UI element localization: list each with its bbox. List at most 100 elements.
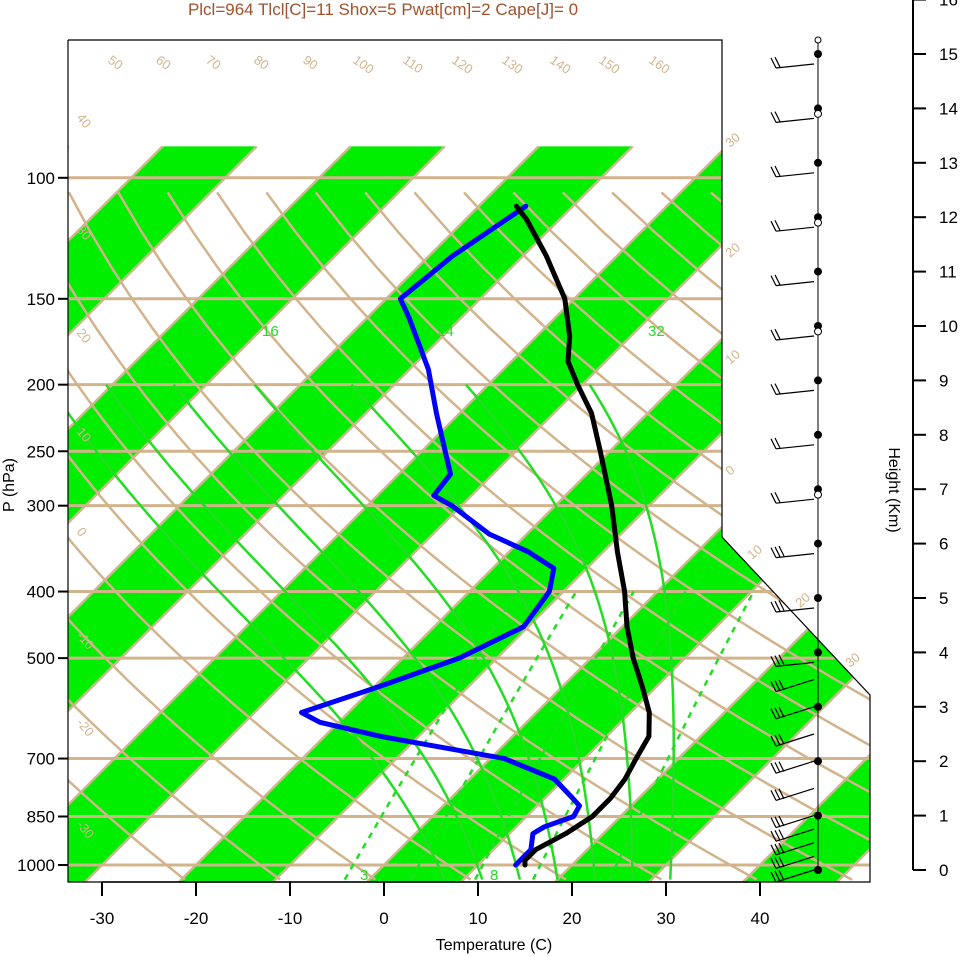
y-tick-label: 300: [27, 497, 55, 516]
wind-barb: [775, 226, 815, 232]
wind-barb-flag: [770, 601, 777, 613]
isotherm-band: [68, 146, 445, 882]
isotherm-band: [543, 146, 870, 882]
wind-barb-flag: [774, 680, 781, 692]
wind-barb-flag: [774, 383, 781, 394]
height-marker: [814, 539, 822, 548]
height-marker: [814, 267, 822, 276]
wind-barb-flag: [770, 275, 777, 286]
mixing-ratio-label: 12: [190, 323, 207, 340]
dry-adiabat: [68, 191, 663, 881]
wind-barb-flag: [778, 856, 785, 868]
wind-barb: [775, 553, 815, 559]
wind-barb: [775, 661, 815, 667]
wind-barb-flag: [778, 829, 785, 840]
wind-barb-flag: [774, 274, 781, 286]
mixing-ratio-label: 8: [490, 867, 498, 884]
wind-barb-flag: [774, 734, 781, 746]
temperature-profile: [513, 203, 652, 868]
wind-barb: [775, 63, 815, 69]
moist-adiabat: [464, 383, 634, 880]
dry-adiabat: [216, 191, 870, 881]
dewpoint-profile: [299, 203, 582, 868]
wind-barb: [775, 760, 815, 774]
dry-adiabat: [314, 191, 870, 881]
isotherm-line: [542, 145, 870, 882]
wind-barb: [775, 706, 815, 720]
wind-barb-flag: [778, 654, 785, 666]
height-axis-label: Height (Km): [885, 447, 902, 532]
y-tick-label: 850: [27, 807, 55, 826]
mixing-ratio-label: 16: [262, 323, 279, 340]
y-tick-label: 100: [27, 169, 55, 188]
wind-barb-flag: [774, 857, 781, 868]
x-tick-label: 10: [469, 909, 488, 928]
dry-adiabat: [265, 191, 870, 881]
wind-barb-flag: [770, 220, 777, 232]
height-tick-label: 8: [939, 426, 948, 445]
y-tick-label: 700: [27, 750, 55, 769]
height-tick-label: 11: [939, 263, 957, 282]
height-marker: [814, 648, 822, 657]
wind-barb: [775, 444, 815, 450]
dry-adiabat: [166, 191, 870, 881]
wind-barb-flag: [774, 655, 781, 666]
wind-barb-flag: [778, 545, 785, 557]
height-tick-label: 0: [939, 861, 948, 880]
mixing-ratio-label: 3: [360, 867, 368, 884]
wind-barb-flag: [774, 843, 781, 855]
y-tick-label: 500: [27, 649, 55, 668]
wind-barb: [775, 498, 815, 504]
dry-adiabat: [68, 192, 377, 881]
wind-barb-flag: [778, 734, 785, 745]
wind-barb-flag: [774, 707, 781, 719]
wind-barb-flag: [774, 328, 781, 340]
isotherm-line: [68, 145, 258, 882]
height-tick-label: 4: [939, 643, 948, 662]
isotherm-band: [68, 146, 821, 882]
wind-barb-flag: [774, 870, 781, 882]
wind-barb: [775, 842, 815, 856]
frame-outline: [67, 39, 871, 883]
wind-barb-flag: [770, 57, 777, 69]
height-tick-label: 1: [939, 807, 948, 826]
wind-barb-flag: [770, 547, 777, 558]
wind-barb-flag: [770, 708, 777, 720]
height-tick-label: 16: [939, 0, 958, 10]
wind-barb: [775, 335, 815, 341]
x-tick-label: -10: [278, 909, 303, 928]
wind-barb-flag: [774, 816, 781, 828]
isotherm-line: [260, 145, 870, 882]
height-marker: [814, 50, 822, 58]
y-tick-label: 1000: [17, 856, 55, 875]
wind-barb-flag: [770, 790, 777, 801]
dry-adiabat: [364, 191, 870, 881]
x-tick-label: -20: [184, 909, 209, 928]
wind-barb-flag: [770, 166, 777, 178]
wind-barb: [775, 855, 815, 869]
dry-adiabat-label: 80: [251, 52, 271, 73]
height-tick-label: 12: [939, 208, 958, 227]
height-marker: [814, 702, 822, 711]
wind-barb-flag: [770, 871, 777, 883]
wind-barb-flag: [778, 815, 785, 827]
isotherm-line: [68, 145, 352, 882]
moist-adiabat: [253, 383, 559, 880]
wind-barb: [775, 787, 815, 801]
isotherm-line: [72, 145, 822, 882]
wind-barb: [775, 869, 815, 883]
dry-adiabat: [68, 192, 186, 881]
height-marker: [814, 811, 822, 820]
wind-barb-flag: [770, 656, 777, 667]
wind-barb-flag: [778, 679, 785, 691]
height-marker: [814, 866, 822, 874]
x-axis-label: Temperature (C): [436, 937, 552, 954]
y-tick-label: 150: [27, 290, 55, 309]
wind-barb-flag: [774, 546, 781, 558]
height-tick-label: 3: [939, 698, 948, 717]
dry-adiabat-label: 90: [300, 52, 320, 73]
isotherm-band: [68, 146, 633, 882]
wind-barb: [775, 117, 815, 123]
